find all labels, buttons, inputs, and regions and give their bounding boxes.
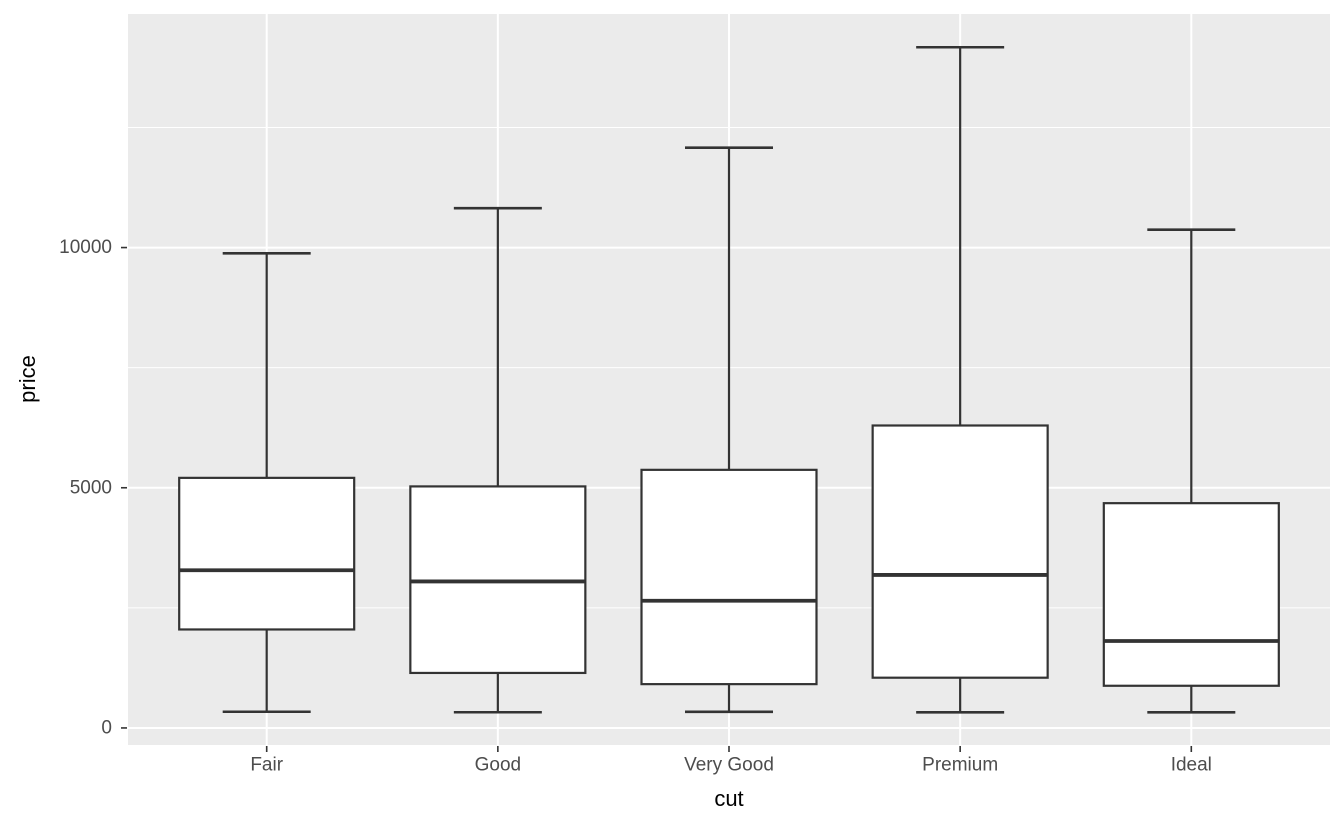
- iqr-box: [178, 476, 356, 631]
- box-good: [409, 206, 587, 714]
- y-axis-title: price: [15, 355, 40, 403]
- box-very-good: [640, 146, 818, 714]
- box-fair: [178, 252, 356, 714]
- y-tick-label: 10000: [59, 237, 112, 258]
- box-premium: [871, 45, 1049, 714]
- y-tick-label: 5000: [70, 477, 112, 498]
- x-axis-title: cut: [714, 786, 744, 811]
- x-tick-label-fair: Fair: [250, 755, 283, 776]
- x-tick-label-ideal: Ideal: [1171, 755, 1212, 776]
- iqr-box: [1102, 502, 1280, 687]
- x-tick-label-good: Good: [475, 755, 521, 776]
- x-tick-label-very-good: Very Good: [684, 755, 774, 776]
- iqr-box: [871, 424, 1049, 679]
- iqr-box: [640, 468, 818, 686]
- y-tick-label: 0: [101, 717, 112, 738]
- x-tick-label-premium: Premium: [922, 755, 998, 776]
- box-ideal: [1102, 228, 1280, 714]
